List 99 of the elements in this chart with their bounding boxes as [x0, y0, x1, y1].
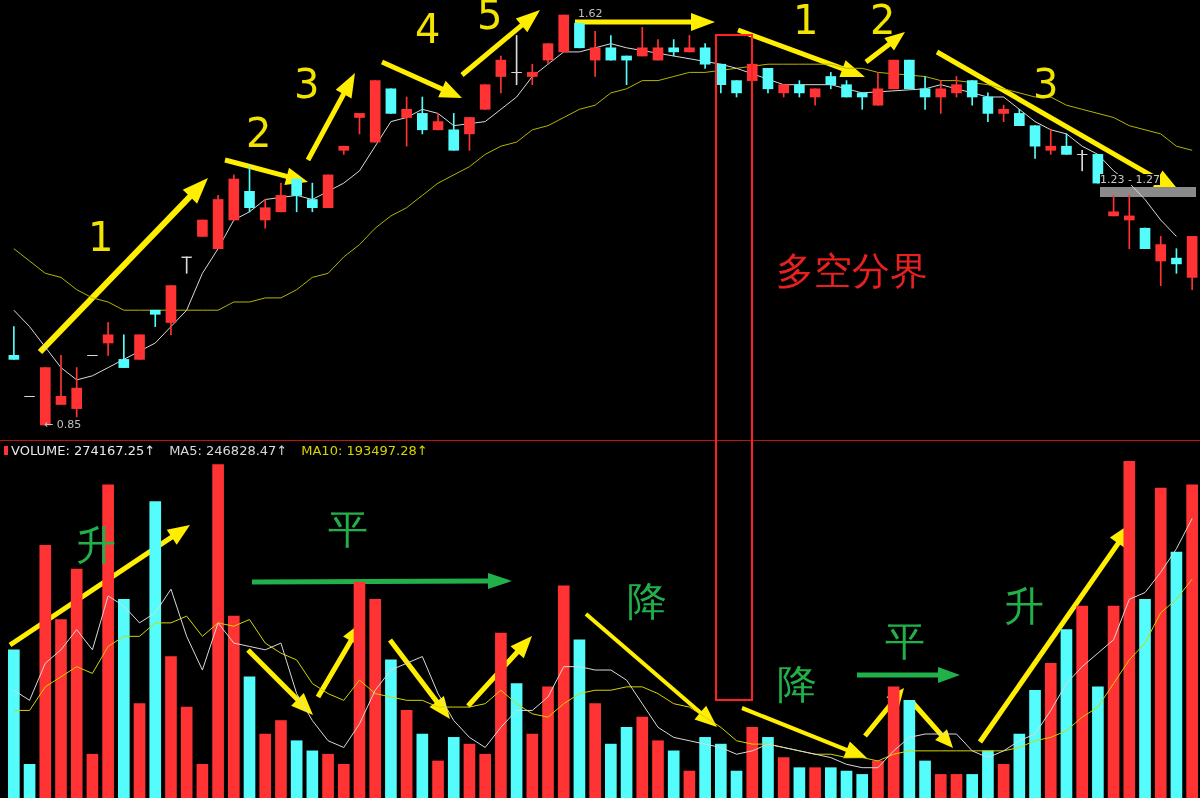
bar	[275, 720, 287, 798]
annotation: 升	[1004, 583, 1044, 629]
bar	[1123, 460, 1136, 798]
bar	[997, 763, 1010, 798]
bar	[762, 737, 774, 798]
bar	[573, 639, 586, 798]
annotation: 4	[415, 6, 441, 52]
bar	[133, 703, 146, 798]
bar	[605, 743, 617, 798]
bar	[495, 632, 507, 798]
bar	[447, 737, 460, 798]
annotation: ← 0.85	[44, 418, 82, 431]
annotation: 1.23 - 1.27	[1100, 173, 1160, 186]
annotation: 1	[88, 214, 114, 260]
annotation: 降	[777, 661, 817, 707]
bar	[856, 774, 869, 798]
bar	[243, 676, 256, 798]
text: MA5: 246828.47↑	[169, 443, 288, 458]
bar	[1076, 605, 1088, 798]
bar	[667, 750, 680, 798]
bar	[369, 598, 382, 798]
annotation: 多空分界	[776, 249, 928, 293]
bar	[982, 750, 994, 798]
bar	[1013, 733, 1026, 798]
bar	[1139, 598, 1151, 798]
candlestick	[1045, 129, 1057, 155]
text: MA10: 193497.28↑	[301, 443, 428, 458]
bar	[1107, 605, 1120, 798]
bar	[290, 740, 303, 798]
bar	[919, 760, 931, 798]
bar	[322, 753, 334, 798]
bar	[1186, 484, 1198, 798]
bar	[149, 501, 162, 798]
bar	[872, 760, 884, 798]
bar	[793, 767, 806, 798]
bar	[636, 716, 649, 798]
bar	[306, 750, 319, 798]
bar	[353, 582, 366, 798]
bar	[620, 726, 633, 798]
bar	[542, 686, 554, 798]
bar	[180, 706, 193, 798]
bar	[777, 757, 790, 798]
bar	[385, 659, 397, 798]
annotation: 5	[477, 0, 503, 38]
annotation: 3	[294, 61, 320, 107]
annotation: 1	[793, 0, 819, 43]
annotation: 平	[328, 506, 368, 552]
annotation: 1.62	[578, 7, 603, 20]
bar	[55, 619, 67, 798]
candlestick	[526, 63, 538, 86]
annotation: 降	[627, 578, 667, 624]
bar	[1029, 689, 1041, 798]
candlestick	[8, 326, 20, 360]
bar	[557, 585, 570, 798]
bar	[589, 703, 601, 798]
bar	[23, 763, 36, 798]
bar	[165, 656, 177, 798]
bar	[1044, 662, 1057, 798]
candlestick	[55, 354, 67, 405]
candlestick	[1076, 149, 1088, 172]
annotation: 2	[246, 110, 272, 156]
bar	[259, 733, 272, 798]
bar	[8, 649, 20, 798]
bar	[746, 726, 759, 798]
bar	[39, 545, 52, 798]
bar	[118, 598, 130, 798]
bar	[903, 700, 916, 798]
bar	[652, 740, 664, 798]
bar	[950, 774, 963, 798]
bar	[479, 753, 491, 798]
bar	[227, 615, 240, 798]
bar	[432, 760, 444, 798]
legend-label: VOLUME: 274167.25↑	[11, 443, 156, 458]
bar	[416, 733, 429, 798]
bar	[683, 770, 696, 798]
bar	[1154, 487, 1167, 798]
bar	[463, 743, 476, 798]
bar	[699, 737, 711, 798]
bar	[526, 733, 539, 798]
bar	[715, 743, 727, 798]
bar	[1092, 686, 1104, 798]
bar	[337, 763, 350, 798]
bar	[510, 683, 523, 798]
bar	[196, 763, 209, 798]
bar	[400, 710, 413, 798]
bar	[966, 774, 979, 798]
bar	[86, 753, 99, 798]
bar	[934, 774, 947, 798]
bar	[1060, 629, 1073, 798]
annotation: 2	[870, 0, 896, 43]
bar	[840, 770, 853, 798]
bar	[70, 568, 83, 798]
annotation: 3	[1033, 61, 1059, 107]
annotation: 平	[885, 618, 925, 664]
bar	[730, 770, 743, 798]
bar	[809, 767, 821, 798]
bar	[824, 767, 837, 798]
bar	[212, 464, 224, 798]
bar	[1170, 551, 1183, 798]
